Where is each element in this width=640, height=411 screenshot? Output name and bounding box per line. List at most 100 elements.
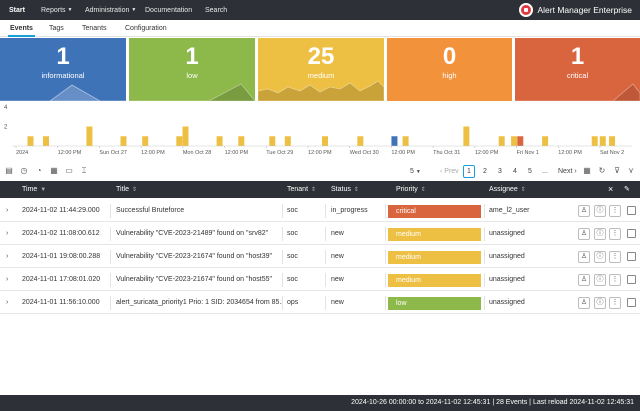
row-checkbox[interactable] [627, 206, 636, 215]
chevron-right-icon[interactable]: › [6, 207, 9, 214]
page-3[interactable]: 3 [498, 168, 502, 175]
histogram-bar[interactable] [269, 136, 276, 146]
assign-user-icon[interactable]: ♙ [578, 205, 590, 217]
page-size-select[interactable]: 5 ▼ [410, 165, 421, 179]
assign-user-icon[interactable]: ♙ [578, 297, 590, 309]
histogram-bar[interactable] [511, 136, 518, 146]
nav-reports[interactable]: Reports ▼ [41, 0, 72, 20]
histogram-bar[interactable] [176, 136, 183, 146]
histogram-bar[interactable] [517, 136, 524, 146]
assign-user-icon[interactable]: ♙ [578, 228, 590, 240]
histogram-bar[interactable] [216, 136, 223, 146]
table-row[interactable]: › 2024-11-02 11:44:29.000 Successful Brute… [0, 200, 640, 222]
col-title[interactable]: Title ⇕ [116, 181, 137, 198]
tile-medium[interactable]: 25 medium [258, 38, 384, 101]
table-row[interactable]: › 2024-11-01 19:08:00.288 Vulnerability "C… [0, 246, 640, 268]
chevron-right-icon[interactable]: › [6, 299, 9, 306]
nav-search[interactable]: Search [205, 6, 228, 14]
edit-icon[interactable]: ✎ [624, 186, 630, 193]
nav-administration[interactable]: Administration ▼ [85, 0, 136, 20]
histogram-bar[interactable] [599, 136, 606, 146]
info-icon[interactable]: ⓘ [594, 297, 606, 309]
histogram-bar[interactable] [182, 126, 189, 147]
image-icon[interactable]: ▭ [65, 166, 73, 175]
more-options-icon[interactable]: ⋮ [609, 297, 621, 309]
prev-button[interactable]: ‹ Prev [440, 168, 459, 175]
assign-user-icon[interactable]: ♙ [578, 251, 590, 263]
cell-status: new [331, 299, 344, 306]
chevron-right-icon[interactable]: › [6, 230, 9, 237]
info-icon[interactable]: ⓘ [594, 274, 606, 286]
assign-user-icon[interactable]: ♙ [578, 274, 590, 286]
table-row[interactable]: › 2024-11-01 17:08:01.020 Vulnerability "C… [0, 269, 640, 291]
calendar-icon[interactable]: ▦ [583, 166, 591, 175]
col-tenant[interactable]: Tenant ⇕ [287, 181, 316, 198]
filter-icon[interactable]: ⊽ [614, 166, 620, 175]
tile-critical[interactable]: 1 critical [515, 38, 640, 101]
col-status[interactable]: Status ⇕ [331, 181, 359, 198]
histogram-bar[interactable] [322, 136, 328, 146]
next-button[interactable]: Next › [558, 168, 577, 175]
col-priority[interactable]: Priority ⇕ [396, 181, 426, 198]
x-tick-label: Wed Oct 30 [350, 150, 379, 156]
histogram-bar[interactable] [284, 136, 291, 146]
text-cursor-icon[interactable]: ⌶ [81, 166, 87, 175]
chevron-right-icon[interactable]: › [6, 276, 9, 283]
row-checkbox[interactable] [627, 298, 636, 307]
sort-icon: ⇕ [353, 187, 359, 193]
tile-informational[interactable]: 1 informational [0, 38, 126, 101]
close-icon[interactable]: × [608, 184, 614, 194]
more-options-icon[interactable]: ⋮ [609, 274, 621, 286]
histogram-bar[interactable] [238, 136, 245, 146]
col-priority-label: Priority [396, 186, 418, 193]
page-5[interactable]: 5 [528, 168, 532, 175]
more-options-icon[interactable]: ⋮ [609, 228, 621, 240]
document-icon[interactable]: ▤ [5, 166, 13, 175]
histogram-bar[interactable] [498, 136, 505, 146]
page-1[interactable]: 1 [463, 165, 475, 178]
nav-documentation[interactable]: Documentation [145, 6, 193, 14]
row-checkbox[interactable] [627, 275, 636, 284]
event-histogram[interactable]: 4 2 2024 12:00 PM Sun Oct 27 12:00 PM Mon Oct … [0, 101, 640, 161]
gauge-icon[interactable]: ◔ [36, 166, 42, 175]
cell-title: alert_suricata_priority1 Prio: 1 SID: 20… [116, 299, 282, 306]
page-2[interactable]: 2 [483, 168, 487, 175]
page-4[interactable]: 4 [513, 168, 517, 175]
dashboard-icon[interactable]: ▦ [50, 166, 58, 175]
col-assignee[interactable]: Assignee ⇕ [489, 181, 526, 198]
nav-start[interactable]: Start [9, 6, 25, 14]
histogram-bar[interactable] [542, 136, 549, 146]
histogram-bar[interactable] [609, 136, 616, 146]
tile-high[interactable]: 0 high [387, 38, 512, 101]
histogram-bar[interactable] [463, 126, 470, 147]
histogram-bar[interactable] [591, 136, 598, 146]
histogram-bar[interactable] [402, 136, 409, 146]
histogram-bar[interactable] [357, 136, 364, 146]
info-icon[interactable]: ⓘ [594, 251, 606, 263]
x-tick-label: 12:00 PM [308, 150, 332, 156]
histogram-bar[interactable] [43, 136, 49, 146]
tab-events[interactable]: Events [8, 20, 35, 37]
tab-tags[interactable]: Tags [49, 25, 64, 32]
histogram-bar[interactable] [27, 136, 34, 146]
histogram-bar[interactable] [391, 136, 398, 146]
info-icon[interactable]: ⓘ [594, 205, 606, 217]
table-row[interactable]: › 2024-11-01 11:56:10.000 alert_suricata_p… [0, 292, 640, 314]
info-icon[interactable]: ⓘ [594, 228, 606, 240]
more-options-icon[interactable]: ⋮ [609, 251, 621, 263]
row-checkbox[interactable] [627, 229, 636, 238]
refresh-icon[interactable]: ↻ [598, 166, 606, 175]
more-options-icon[interactable]: ⋮ [609, 205, 621, 217]
tile-low[interactable]: 1 low [129, 38, 255, 101]
funnel-icon[interactable]: ⋎ [628, 166, 634, 175]
row-checkbox[interactable] [627, 252, 636, 261]
table-row[interactable]: › 2024-11-02 11:08:00.612 Vulnerability "C… [0, 223, 640, 245]
tab-tenants[interactable]: Tenants [82, 25, 107, 32]
histogram-bar[interactable] [142, 136, 149, 146]
histogram-bar[interactable] [120, 136, 127, 146]
clock-icon[interactable]: ◷ [20, 166, 28, 175]
col-time[interactable]: Time ▼ [22, 181, 46, 198]
chevron-right-icon[interactable]: › [6, 253, 9, 260]
histogram-bar[interactable] [86, 126, 93, 147]
tab-configuration[interactable]: Configuration [125, 25, 167, 32]
